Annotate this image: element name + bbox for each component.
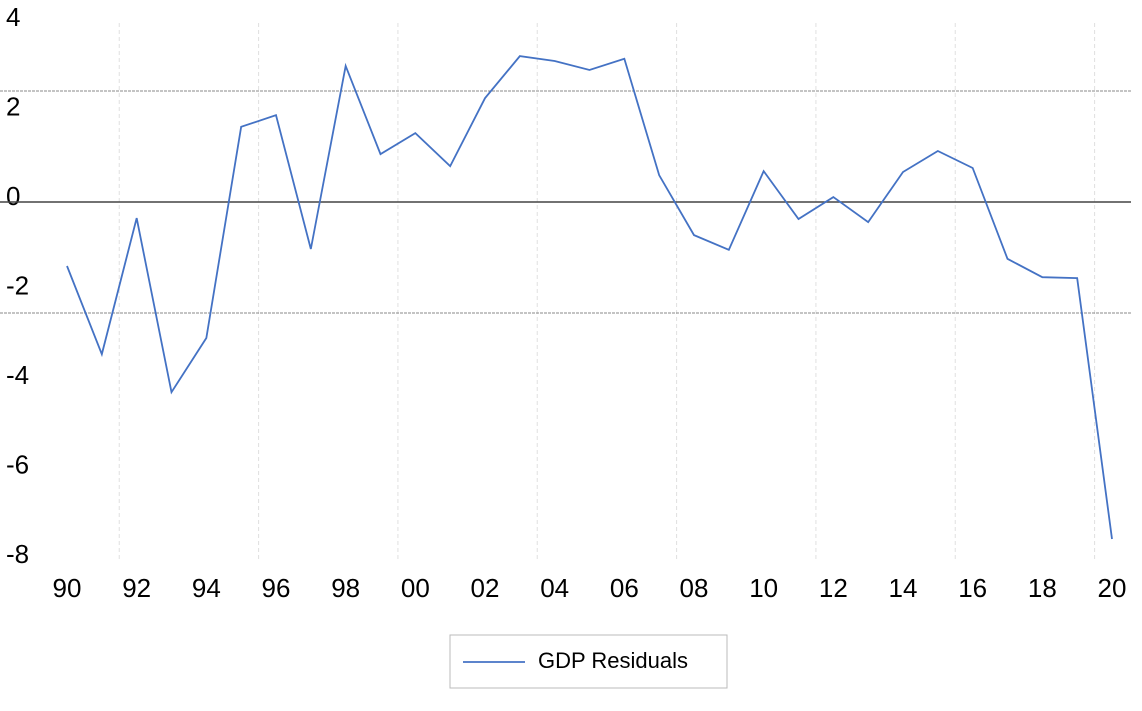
x-tick-label: 18 <box>1028 573 1057 603</box>
x-tick-label: 96 <box>262 573 291 603</box>
legend-label: GDP Residuals <box>538 648 688 673</box>
x-tick-label: 06 <box>610 573 639 603</box>
x-tick-label: 02 <box>471 573 500 603</box>
x-tick-label: 94 <box>192 573 221 603</box>
y-tick-label: -8 <box>6 539 29 569</box>
line-series <box>66 55 1113 540</box>
x-tick-label: 16 <box>958 573 987 603</box>
x-tick-label: 04 <box>540 573 569 603</box>
y-tick-label: -4 <box>6 360 29 390</box>
y-tick-label: -2 <box>6 270 29 300</box>
y-tick-label: -6 <box>6 449 29 479</box>
y-tick-label: 4 <box>6 2 20 32</box>
x-tick-label: 14 <box>889 573 918 603</box>
x-tick-label: 00 <box>401 573 430 603</box>
x-tick-label: 10 <box>749 573 778 603</box>
y-tick-label: 0 <box>6 181 20 211</box>
x-tick-label: 08 <box>680 573 709 603</box>
x-tick-label: 90 <box>53 573 82 603</box>
x-tick-label: 20 <box>1098 573 1127 603</box>
x-tick-label: 12 <box>819 573 848 603</box>
x-tick-label: 92 <box>122 573 151 603</box>
x-tick-label: 98 <box>331 573 360 603</box>
y-tick-label: 2 <box>6 91 20 121</box>
